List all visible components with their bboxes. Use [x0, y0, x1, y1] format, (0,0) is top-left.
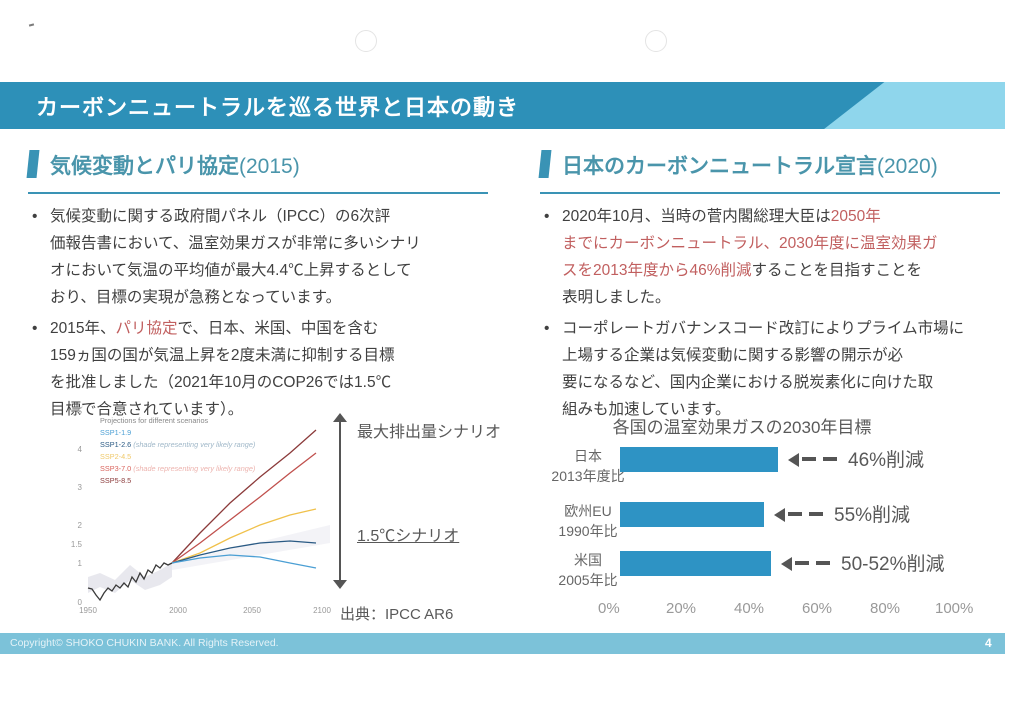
svg-text:2100: 2100: [313, 606, 331, 615]
svg-text:SSP1-2.6 (shade representing v: SSP1-2.6 (shade representing very likely…: [100, 440, 255, 449]
svg-text:3: 3: [78, 483, 83, 492]
svg-text:1: 1: [78, 559, 83, 568]
svg-text:1.5: 1.5: [71, 540, 83, 549]
svg-text:2050: 2050: [243, 606, 261, 615]
svg-text:SSP2-4.5: SSP2-4.5: [100, 452, 131, 461]
svg-text:SSP3-7.0 (shade representing v: SSP3-7.0 (shade representing very likely…: [100, 464, 255, 473]
svg-text:SSP1-1.9: SSP1-1.9: [100, 428, 131, 437]
svg-text:4: 4: [78, 445, 83, 454]
svg-text:Projections for different scen: Projections for different scenarios: [100, 416, 209, 425]
svg-text:°C: °C: [75, 405, 83, 410]
svg-text:2: 2: [78, 521, 83, 530]
svg-text:2000: 2000: [169, 606, 187, 615]
svg-text:SSP5-8.5: SSP5-8.5: [100, 476, 131, 485]
svg-text:1950: 1950: [79, 606, 97, 615]
